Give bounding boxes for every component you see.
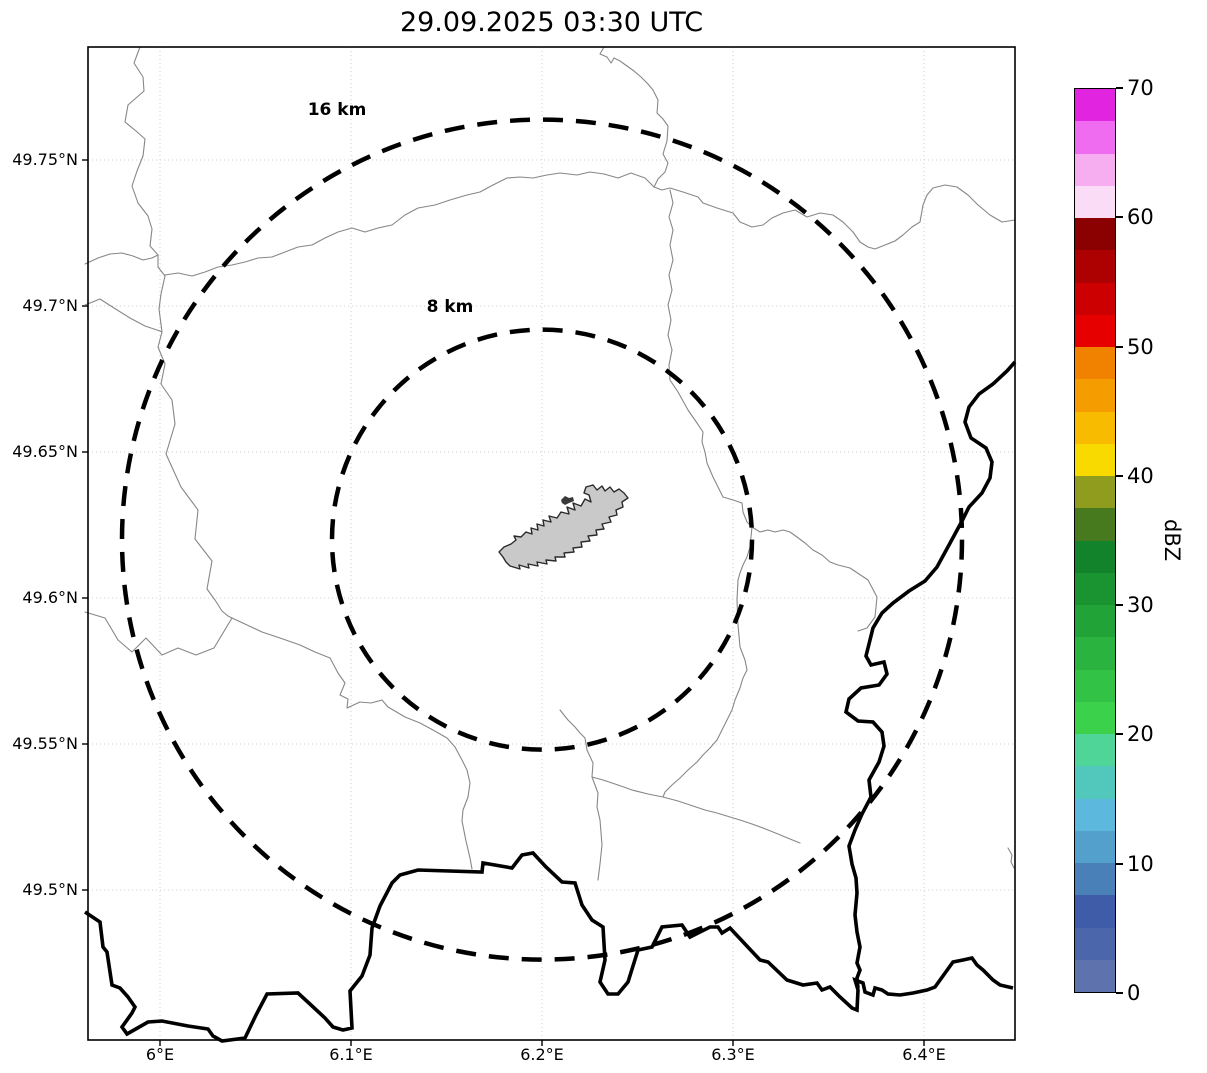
colorbar-segment — [1075, 927, 1115, 960]
colorbar-segment — [1075, 411, 1115, 444]
colorbar-axis-label: dBZ — [1160, 518, 1184, 562]
colorbar-tick-label: 30 — [1127, 593, 1154, 618]
y-tick-label: 49.7°N — [22, 296, 78, 315]
colorbar-segment — [1075, 443, 1115, 476]
colorbar-tick-label: 40 — [1127, 463, 1154, 488]
urban-area-notch — [561, 496, 574, 505]
colorbar-tick — [1116, 474, 1123, 477]
municipal-boundary-northwest — [124, 46, 233, 619]
colorbar-segment — [1075, 153, 1115, 186]
colorbar-segment — [1075, 701, 1115, 734]
municipal-boundary-southeast-descent — [662, 526, 753, 798]
colorbar-segment — [1075, 572, 1115, 605]
colorbar-segment — [1075, 89, 1115, 122]
colorbar-segment — [1075, 637, 1115, 670]
municipal-boundary-west-stub-a — [84, 252, 159, 265]
x-tick-label: 6.4°E — [902, 1045, 946, 1064]
colorbar-segment — [1075, 347, 1115, 380]
municipal-boundary-north-descent — [599, 46, 669, 188]
x-tick-label: 6°E — [145, 1045, 175, 1064]
colorbar-tick — [1116, 216, 1123, 219]
colorbar-tick — [1116, 87, 1123, 89]
country-border-south — [84, 851, 1014, 1043]
plot-title: 29.09.2025 03:30 UTC — [399, 7, 704, 38]
y-tick-label: 49.6°N — [22, 588, 78, 607]
colorbar-tick — [1116, 862, 1123, 865]
colorbar-segment — [1075, 185, 1115, 218]
colorbar-tick — [1116, 992, 1123, 994]
national-borders-layer — [84, 360, 1017, 1043]
colorbar-tick-label: 0 — [1127, 981, 1141, 1005]
y-tick-label: 49.65°N — [12, 442, 78, 461]
colorbar-tick — [1116, 345, 1123, 348]
colorbar-segment — [1075, 540, 1115, 573]
colorbar-segment — [1075, 863, 1115, 896]
colorbar-segment — [1075, 476, 1115, 509]
municipal-boundary-center-descent — [667, 189, 878, 632]
colorbar-tick — [1116, 733, 1123, 736]
urban-area-polygon — [498, 484, 629, 570]
municipal-boundary-south-center — [559, 709, 603, 881]
colorbar-tick — [1116, 604, 1123, 607]
colorbar-tick-label: 10 — [1127, 851, 1154, 876]
colorbar-segment — [1075, 830, 1115, 863]
municipal-boundaries-layer — [84, 46, 1016, 881]
y-tick-label: 49.75°N — [12, 150, 78, 169]
y-tick-label: 49.55°N — [12, 734, 78, 753]
municipal-boundary-right-edge-stub — [1007, 847, 1015, 869]
municipal-boundary-southwest — [84, 611, 473, 870]
colorbar-tick-label: 20 — [1127, 722, 1154, 747]
y-tick-label: 49.5°N — [22, 880, 78, 899]
colorbar-segment — [1075, 121, 1115, 154]
x-tick-label: 6.1°E — [329, 1045, 373, 1064]
range-ring-label-16km: 16 km — [307, 100, 367, 120]
colorbar-tick-label: 70 — [1127, 76, 1154, 100]
colorbar-segment — [1075, 282, 1115, 315]
colorbar-segment — [1075, 218, 1115, 251]
range-ring-16km — [119, 117, 965, 962]
colorbar-segment — [1075, 798, 1115, 831]
colorbar — [1074, 88, 1116, 993]
range-ring-8km — [329, 327, 755, 752]
x-tick-label: 6.3°E — [711, 1045, 755, 1064]
range-ring-label-8km: 8 km — [426, 297, 474, 317]
colorbar-segment — [1075, 605, 1115, 638]
colorbar-tick-label: 60 — [1127, 205, 1154, 230]
colorbar-segment — [1075, 250, 1115, 283]
municipal-boundary-long-east-west — [164, 171, 1016, 277]
colorbar-segment — [1075, 314, 1115, 347]
river-border-moselle — [843, 360, 1017, 989]
municipal-boundary-west-stub-b — [84, 298, 163, 333]
colorbar-segment — [1075, 669, 1115, 702]
colorbar-segment — [1075, 895, 1115, 928]
colorbar-segment — [1075, 959, 1115, 992]
colorbar-segment — [1075, 734, 1115, 767]
range-rings-layer — [119, 117, 965, 962]
colorbar-segment — [1075, 766, 1115, 799]
colorbar-segment — [1075, 508, 1115, 541]
x-tick-label: 6.2°E — [520, 1045, 564, 1064]
municipal-boundary-south-branch-east — [591, 776, 801, 844]
colorbar-segment — [1075, 379, 1115, 412]
colorbar-tick-label: 50 — [1127, 334, 1154, 359]
plot-frame — [87, 46, 1016, 1041]
